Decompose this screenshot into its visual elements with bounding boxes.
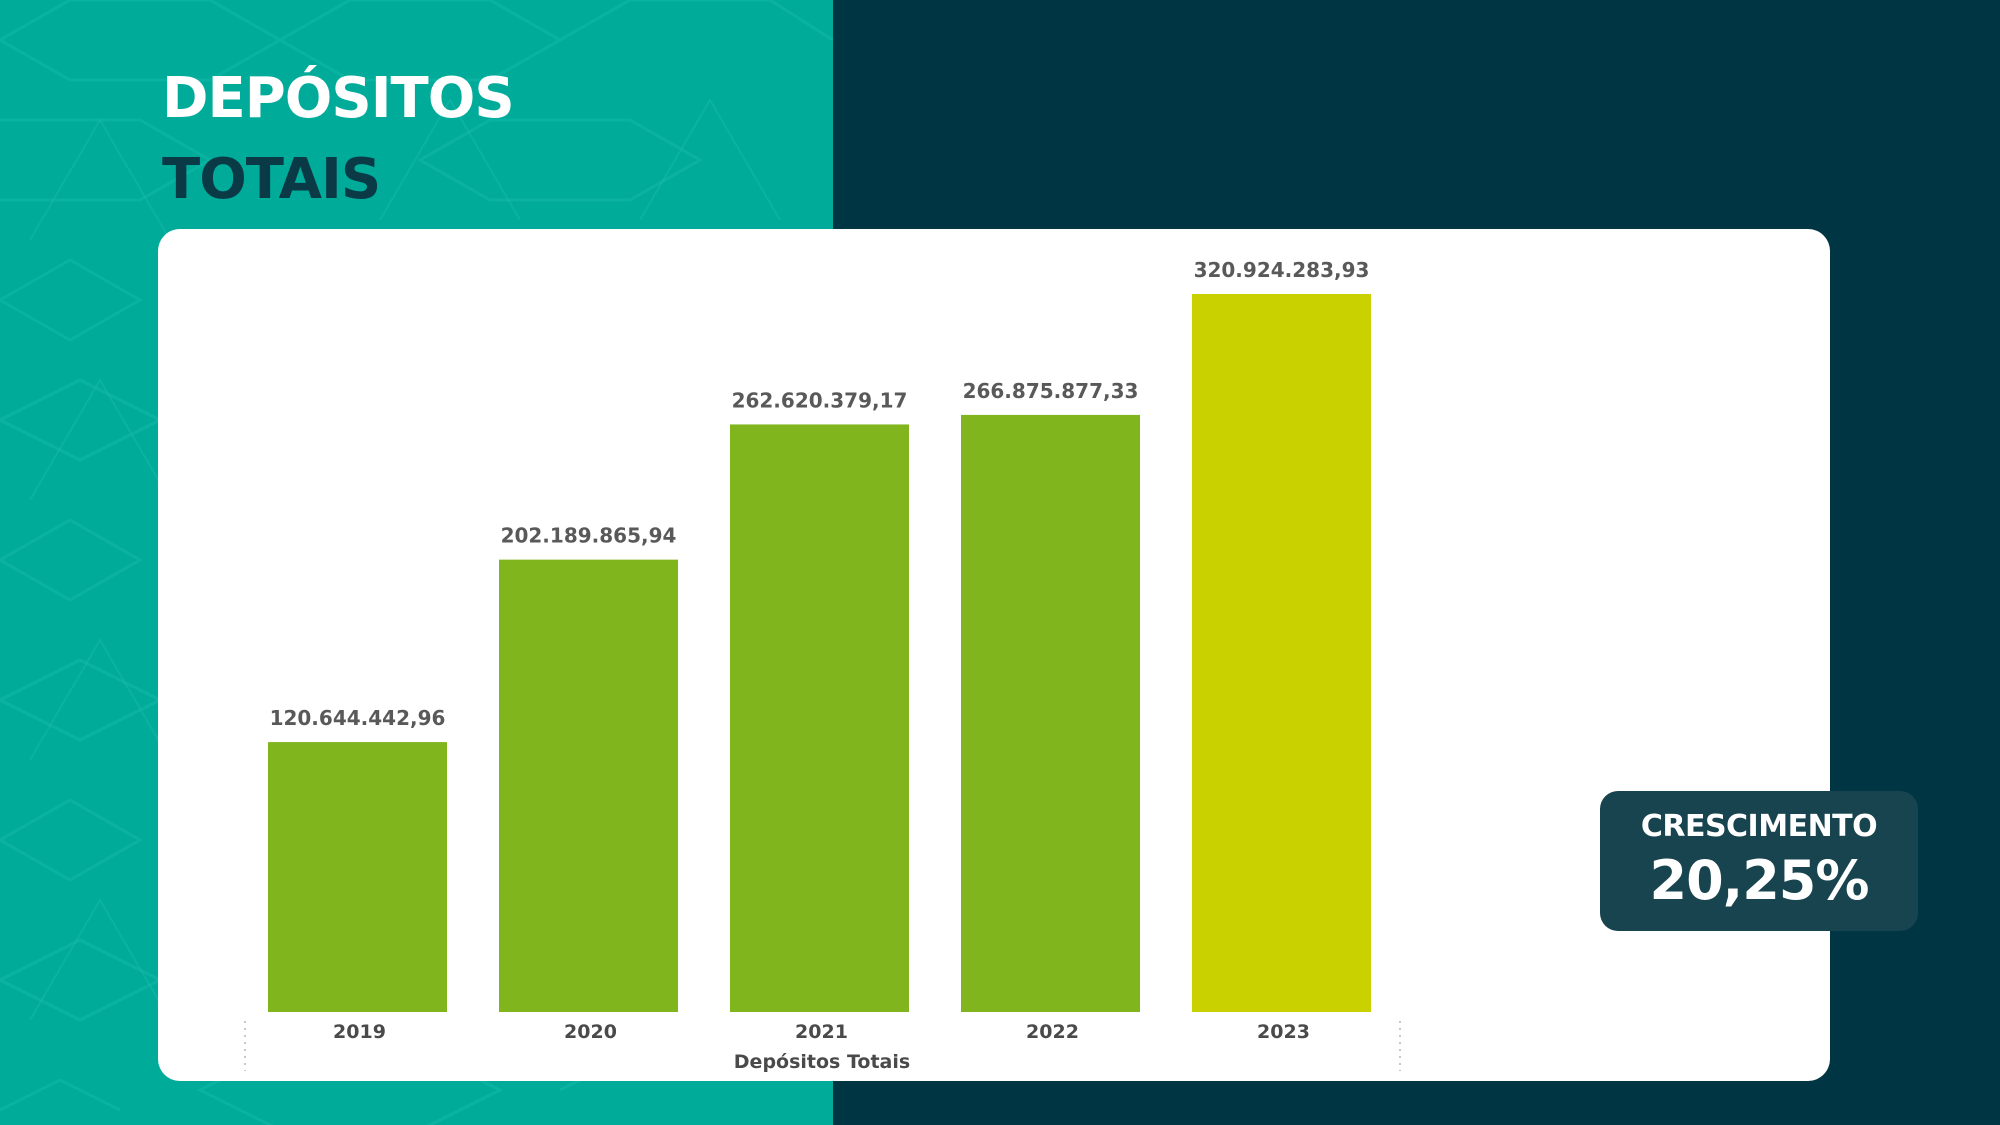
x-tick-label-2021: 2021 bbox=[795, 1021, 848, 1043]
x-tick-label-2020: 2020 bbox=[564, 1021, 617, 1043]
bar-2020 bbox=[499, 559, 678, 1012]
bar-2022 bbox=[961, 414, 1140, 1012]
bar-value-label-2022: 266.875.877,33 bbox=[963, 379, 1139, 403]
slide-title-line-2: TOTAIS bbox=[162, 147, 381, 212]
bars-group bbox=[268, 294, 1371, 1012]
bar-2021 bbox=[730, 424, 909, 1012]
x-tick-label-2019: 2019 bbox=[333, 1021, 386, 1043]
bar-chart: 120.644.442,96 202.189.865,94 262.620.379,… bbox=[244, 258, 1401, 1073]
bar-labels-group: 120.644.442,96 202.189.865,94 262.620.379,… bbox=[270, 258, 1370, 730]
bar-value-label-2019: 120.644.442,96 bbox=[270, 706, 446, 730]
x-tick-labels-group: 2019 2020 2021 2022 2023 bbox=[333, 1021, 1310, 1043]
bar-2023 bbox=[1192, 294, 1371, 1012]
slide-title-line-1: DEPÓSITOS bbox=[162, 66, 515, 131]
bar-value-label-2020: 202.189.865,94 bbox=[501, 524, 677, 548]
bar-value-label-2021: 262.620.379,17 bbox=[732, 388, 908, 412]
growth-label: CRESCIMENTO bbox=[1640, 809, 1878, 844]
x-tick-label-2022: 2022 bbox=[1026, 1021, 1079, 1043]
x-tick-label-2023: 2023 bbox=[1257, 1021, 1310, 1043]
bar-value-label-2023: 320.924.283,93 bbox=[1194, 258, 1370, 282]
growth-value: 20,25% bbox=[1649, 849, 1870, 912]
bar-2019 bbox=[268, 742, 447, 1012]
chart-card: 120.644.442,96 202.189.865,94 262.620.379,… bbox=[158, 229, 1918, 1081]
growth-badge: CRESCIMENTO 20,25% bbox=[1600, 791, 1918, 931]
x-axis-title: Depósitos Totais bbox=[734, 1051, 910, 1073]
